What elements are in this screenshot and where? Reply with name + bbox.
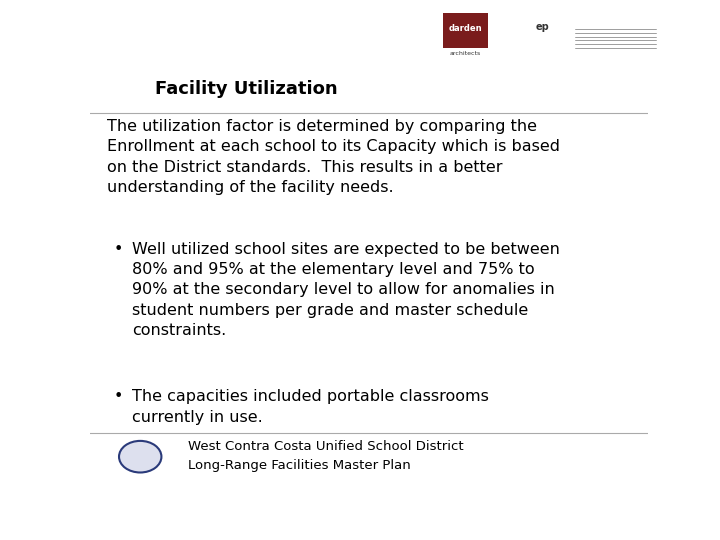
- Text: West Contra Costa Unified School District: West Contra Costa Unified School Distric…: [188, 440, 463, 453]
- Text: •: •: [114, 241, 123, 256]
- Text: architects: architects: [449, 51, 481, 56]
- Text: •: •: [114, 389, 123, 404]
- Circle shape: [119, 441, 161, 472]
- Text: Well utilized school sites are expected to be between
80% and 95% at the element: Well utilized school sites are expected …: [132, 241, 559, 338]
- Text: The capacities included portable classrooms
currently in use.: The capacities included portable classro…: [132, 389, 489, 424]
- Text: Facility Utilization: Facility Utilization: [155, 80, 338, 98]
- Text: ep: ep: [536, 22, 549, 32]
- Text: Long-Range Facilities Master Plan: Long-Range Facilities Master Plan: [188, 458, 410, 471]
- FancyBboxPatch shape: [443, 12, 487, 49]
- Text: The utilization factor is determined by comparing the
Enrollment at each school : The utilization factor is determined by …: [107, 119, 559, 195]
- Text: darden: darden: [449, 24, 482, 33]
